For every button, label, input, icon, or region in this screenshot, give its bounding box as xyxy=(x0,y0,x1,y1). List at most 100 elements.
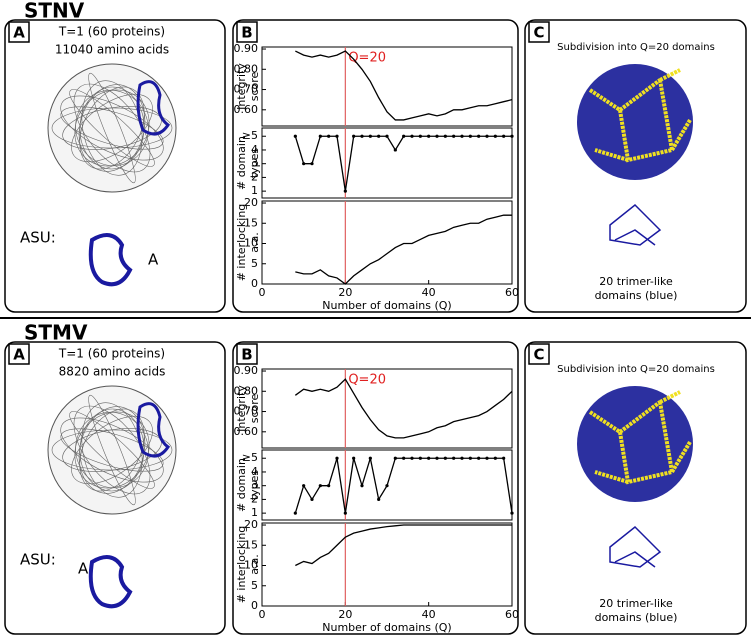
data-point xyxy=(327,134,331,138)
data-line xyxy=(294,135,512,192)
data-point xyxy=(427,134,431,138)
y-axis-label: types xyxy=(248,470,261,501)
panel-frame xyxy=(524,341,747,635)
data-point xyxy=(377,497,381,502)
panel-label: C xyxy=(533,346,544,364)
panel-a-line: T=1 (60 proteins) xyxy=(58,347,165,361)
capsid-strand xyxy=(60,106,164,150)
capsid-strand xyxy=(88,72,136,184)
data-point xyxy=(310,497,314,502)
panel-frame xyxy=(4,19,226,313)
x-tick-label: 60 xyxy=(505,608,519,621)
capsid-strand xyxy=(79,408,145,492)
data-point xyxy=(468,456,472,460)
y-tick-label: 1 xyxy=(251,184,258,197)
asu-label: ASU: xyxy=(20,229,56,247)
y-tick-label: 10 xyxy=(244,237,258,250)
y-axis-label: # domain xyxy=(235,458,248,512)
data-point xyxy=(335,134,339,138)
panel-label-box xyxy=(236,21,258,43)
x-axis-label: Number of domains (Q) xyxy=(322,299,451,312)
data-point xyxy=(502,456,506,460)
data-point xyxy=(443,134,447,138)
capsid-chain xyxy=(136,402,171,458)
y-tick-label: 15 xyxy=(244,538,258,551)
capsid-strand xyxy=(69,89,155,167)
y-tick-label: 0.70 xyxy=(234,83,259,96)
data-point xyxy=(477,134,481,138)
y-tick-label: 0.80 xyxy=(234,384,259,397)
data-point xyxy=(493,456,497,460)
panel-label-box xyxy=(236,343,258,365)
data-point xyxy=(485,134,489,138)
figure-title: STMV xyxy=(24,321,88,345)
plot-frame xyxy=(261,368,513,449)
data-point xyxy=(310,162,314,166)
data-point xyxy=(418,456,422,460)
panel-label-box xyxy=(8,343,30,365)
y-tick-label: 2 xyxy=(251,170,258,183)
y-tick-label: 5 xyxy=(251,257,258,270)
plot-frame xyxy=(261,127,513,199)
data-point xyxy=(410,134,414,138)
capsid-chain xyxy=(136,80,171,136)
y-tick-label: 15 xyxy=(244,216,258,229)
y-axis-label: Integrity xyxy=(235,63,248,110)
y-tick-label: 3 xyxy=(251,479,258,492)
x-tick-label: 0 xyxy=(259,286,266,299)
domain-sphere xyxy=(577,64,693,180)
data-point xyxy=(468,134,472,138)
capsid-strand xyxy=(75,412,149,488)
y-tick-label: 4 xyxy=(251,465,258,478)
panel-frame xyxy=(232,19,519,313)
asu-chain xyxy=(88,233,133,287)
panel-frame xyxy=(4,341,226,635)
capsid-strand xyxy=(78,406,146,494)
data-line xyxy=(295,50,513,121)
asu-chain-label: A xyxy=(78,560,89,578)
data-point xyxy=(460,134,464,138)
y-axis-label: # interlocking xyxy=(235,526,248,604)
y-tick-label: 1 xyxy=(251,506,258,519)
data-point xyxy=(343,511,347,515)
panel-frame xyxy=(232,341,519,635)
panel-label-box xyxy=(8,21,30,43)
x-tick-label: 40 xyxy=(422,286,436,299)
data-point xyxy=(335,456,339,460)
capsid-strand xyxy=(78,84,146,172)
data-point xyxy=(452,456,456,460)
data-point xyxy=(385,134,389,138)
data-point xyxy=(402,456,406,460)
panel-label: A xyxy=(13,346,25,364)
data-point xyxy=(302,484,306,488)
data-line xyxy=(295,524,512,567)
figure-title: STNV xyxy=(24,0,85,23)
data-point xyxy=(385,484,389,488)
panel-c-sublabel: 20 trimer-like xyxy=(599,275,673,288)
panel-label-box xyxy=(528,343,550,365)
panel-c-sublabel: domains (blue) xyxy=(595,611,678,624)
asu-chain xyxy=(88,555,133,609)
capsid xyxy=(47,385,177,515)
data-point xyxy=(293,134,297,138)
y-tick-label: 0.60 xyxy=(234,103,259,116)
y-tick-label: 5 xyxy=(251,579,258,592)
y-axis-label: # interlocking xyxy=(235,204,248,282)
plot-frame xyxy=(261,449,513,521)
domain-boundaries xyxy=(588,390,692,485)
data-point xyxy=(443,456,447,460)
x-tick-label: 40 xyxy=(422,608,436,621)
panel-a-line: 11040 amino acids xyxy=(55,43,169,57)
panel-frame xyxy=(524,19,747,313)
y-axis-label: a.a. xyxy=(248,554,261,574)
capsid-strand xyxy=(75,90,149,166)
plot-frame xyxy=(261,200,513,285)
data-point xyxy=(477,456,481,460)
domain-sphere xyxy=(577,386,693,502)
y-tick-label: 0 xyxy=(251,277,258,290)
data-point xyxy=(485,456,489,460)
data-point xyxy=(327,484,331,488)
data-point xyxy=(427,456,431,460)
annotation: Q=20 xyxy=(348,373,386,388)
